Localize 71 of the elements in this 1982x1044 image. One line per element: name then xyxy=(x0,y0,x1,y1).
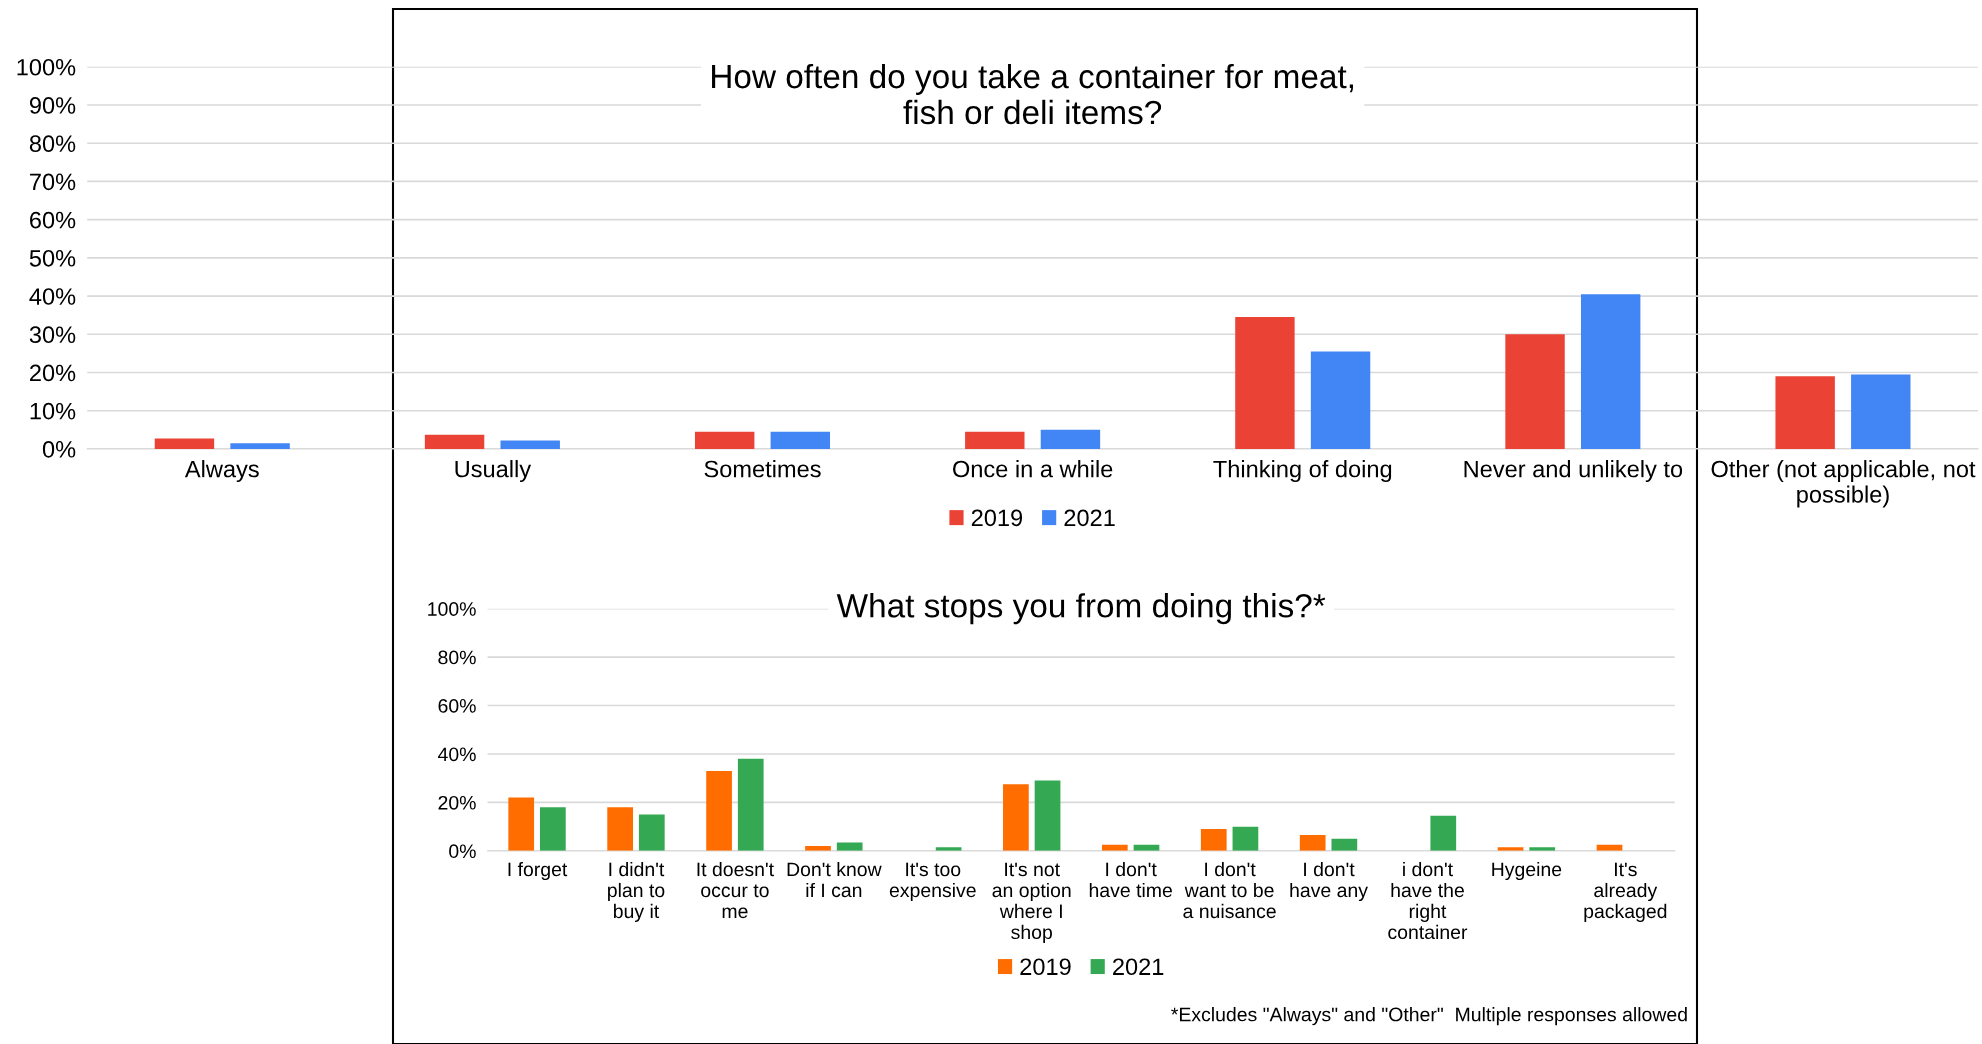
bar xyxy=(836,842,863,851)
y-tick-label: 70% xyxy=(30,173,76,191)
bar xyxy=(500,440,560,449)
x-tick-label: I forget xyxy=(508,861,568,881)
bar xyxy=(694,431,755,449)
bar xyxy=(1003,784,1029,851)
y-tick-label: 40% xyxy=(437,747,476,762)
bar xyxy=(154,438,215,449)
bar xyxy=(737,758,764,851)
x-tick-label: It's already packaged xyxy=(1584,862,1667,922)
y-tick-label: 100% xyxy=(17,58,76,76)
x-tick-label: It's not an option where I shop xyxy=(992,862,1071,943)
bar xyxy=(770,431,831,449)
bar xyxy=(1851,374,1911,449)
x-tick-label: Always xyxy=(184,460,259,483)
bar xyxy=(706,770,732,851)
y-tick-label: 0% xyxy=(449,844,476,859)
bar xyxy=(1775,376,1835,449)
bar xyxy=(1299,835,1326,851)
x-tick-label: I don't want to be a nuisance xyxy=(1183,861,1276,919)
x-tick-label: I didn't plan to buy it xyxy=(608,861,665,922)
x-tick-label: It doesn't occur to me xyxy=(697,861,774,919)
y-tick-label: 10% xyxy=(30,402,76,420)
y-tick-label: 80% xyxy=(29,135,76,153)
x-tick-label: Other (not applicable, not possible) xyxy=(1711,460,1976,508)
y-tick-label: 40% xyxy=(29,288,76,305)
bar xyxy=(1310,351,1371,449)
x-tick-label: i don't have the right container xyxy=(1388,861,1468,940)
y-tick-label: 100% xyxy=(428,602,476,616)
bar xyxy=(424,434,485,449)
bar xyxy=(1200,829,1227,851)
x-tick-label: Don't know if I can xyxy=(787,861,882,898)
y-tick-label: 30% xyxy=(29,326,76,344)
bar xyxy=(1331,838,1358,851)
y-tick-label: 20% xyxy=(438,795,476,810)
x-tick-label: Usually xyxy=(455,460,532,483)
y-tick-label: 20% xyxy=(30,364,76,382)
bar xyxy=(508,797,535,851)
bar xyxy=(1505,334,1565,449)
y-tick-label: 50% xyxy=(29,249,76,267)
y-tick-label: 90% xyxy=(29,97,76,114)
bar xyxy=(1232,826,1259,851)
bar xyxy=(1235,317,1295,449)
y-tick-label: 60% xyxy=(30,211,76,229)
x-tick-label: I don't have time xyxy=(1089,861,1172,898)
x-tick-label: I don't have any xyxy=(1290,861,1368,902)
bar xyxy=(1040,429,1101,449)
text: *Excludes "Always" and "Other" Multiple responses allowed xyxy=(1171,1007,1687,1026)
bar xyxy=(1034,780,1061,851)
bar xyxy=(638,814,665,851)
bar xyxy=(1430,815,1457,851)
bar xyxy=(1580,294,1641,449)
chart-title: What stops you from doing this?* xyxy=(836,593,1326,625)
y-tick-label: 0% xyxy=(42,440,76,458)
bar xyxy=(230,443,290,449)
bar xyxy=(540,807,566,851)
y-tick-label: 80% xyxy=(438,650,476,665)
bar xyxy=(607,807,634,851)
legend-label: 2021 xyxy=(1064,509,1115,527)
x-tick-label: Sometimes xyxy=(704,460,821,478)
legend-label: 2021 xyxy=(1113,958,1164,976)
x-tick-label: Thinking of doing xyxy=(1213,460,1392,483)
x-tick-label: Once in a while xyxy=(953,460,1113,478)
legend-label: 2019 xyxy=(1020,958,1071,976)
x-tick-label: Never and unlikely to xyxy=(1464,460,1683,483)
bar xyxy=(965,431,1025,449)
chart-title: How often do you take a container for meat, fish or deli items? xyxy=(712,63,1353,125)
x-tick-label: Hygeine xyxy=(1492,861,1562,881)
y-tick-label: 60% xyxy=(438,699,476,713)
legend-label: 2019 xyxy=(971,509,1023,527)
x-tick-label: It's too expensive xyxy=(889,862,976,902)
